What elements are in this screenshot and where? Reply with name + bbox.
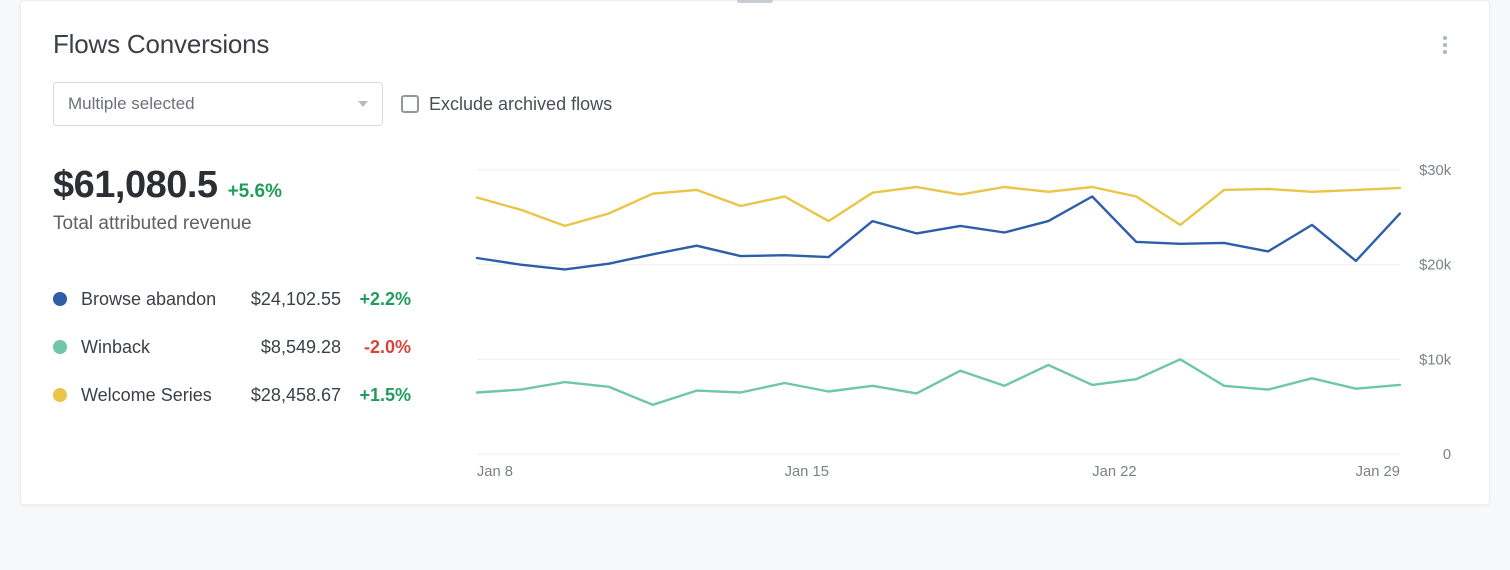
legend-row[interactable]: Browse abandon$24,102.55+2.2% [53,275,453,323]
summary-panel: $61,080.5 +5.6% Total attributed revenue… [53,164,453,484]
card-body: $61,080.5 +5.6% Total attributed revenue… [53,164,1457,484]
total-revenue-subtitle: Total attributed revenue [53,213,453,235]
caret-down-icon [358,101,368,107]
legend-series-delta: +2.2% [341,289,411,310]
exclude-archived-label: Exclude archived flows [429,94,612,115]
flows-conversions-card: Flows Conversions Multiple selected Excl… [20,0,1490,505]
total-revenue: $61,080.5 +5.6% [53,164,453,207]
card-header: Flows Conversions [53,29,1457,60]
svg-text:$20k: $20k [1419,258,1452,274]
legend-series-value: $24,102.55 [231,289,341,310]
total-revenue-delta: +5.6% [228,181,282,203]
legend-series-name: Welcome Series [71,385,231,406]
line-chart: 0 $10k $20k $30k Jan 8 Jan 15 Jan 22 Jan 29 [473,164,1457,484]
legend-series-value: $8,549.28 [231,337,341,358]
flows-filter-label: Multiple selected [68,94,195,114]
svg-text:$10k: $10k [1419,352,1452,368]
svg-text:Jan 8: Jan 8 [477,464,513,480]
drag-handle[interactable] [737,0,773,3]
legend-series-delta: +1.5% [341,385,411,406]
legend-series-name: Browse abandon [71,289,231,310]
legend: Browse abandon$24,102.55+2.2%Winback$8,5… [53,275,453,419]
chart-container: 0 $10k $20k $30k Jan 8 Jan 15 Jan 22 Jan 29 [473,164,1457,484]
legend-swatch [53,388,67,402]
legend-series-name: Winback [71,337,231,358]
legend-swatch [53,340,67,354]
svg-text:Jan 29: Jan 29 [1356,464,1400,480]
legend-series-value: $28,458.67 [231,385,341,406]
checkbox-box-icon [401,95,419,113]
svg-text:Jan 22: Jan 22 [1092,464,1136,480]
exclude-archived-checkbox[interactable]: Exclude archived flows [401,94,612,115]
legend-row[interactable]: Winback$8,549.28-2.0% [53,323,453,371]
legend-row[interactable]: Welcome Series$28,458.67+1.5% [53,371,453,419]
chart-line [477,187,1400,226]
chart-line [477,359,1400,405]
legend-series-delta: -2.0% [341,337,411,358]
controls-row: Multiple selected Exclude archived flows [53,82,1457,126]
chart-line [477,197,1400,270]
svg-text:Jan 15: Jan 15 [785,464,829,480]
svg-text:0: 0 [1443,447,1451,463]
card-title: Flows Conversions [53,29,269,60]
total-revenue-value: $61,080.5 [53,164,218,207]
flows-filter-select[interactable]: Multiple selected [53,82,383,126]
svg-text:$30k: $30k [1419,164,1452,179]
legend-swatch [53,292,67,306]
more-options-icon[interactable] [1433,33,1457,57]
